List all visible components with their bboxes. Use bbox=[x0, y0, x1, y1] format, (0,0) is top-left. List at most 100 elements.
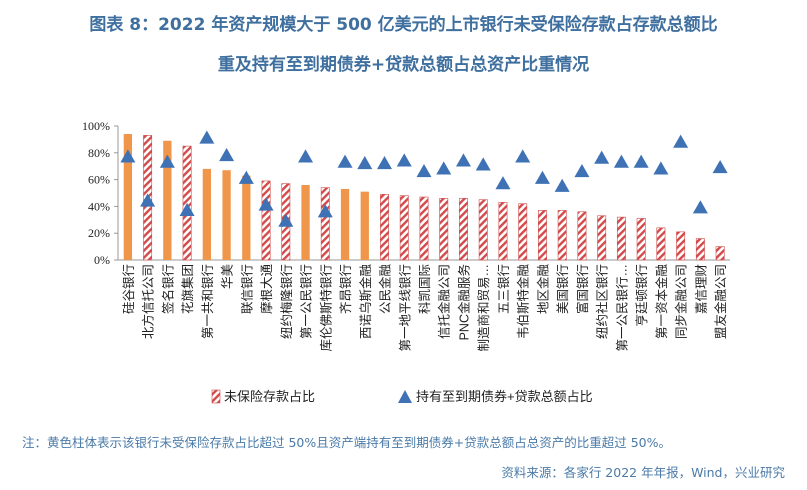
category-label: 齐昂银行 bbox=[338, 264, 353, 314]
category-label: 华美 bbox=[220, 264, 235, 289]
category-label: 第一公民银行 bbox=[300, 264, 314, 339]
triangle-marker bbox=[613, 154, 629, 168]
triangle-marker bbox=[515, 149, 531, 163]
bar-hatched bbox=[538, 210, 547, 261]
bar-highlighted bbox=[301, 184, 310, 260]
bar-hatched bbox=[498, 202, 508, 261]
category-label: 摩根大通 bbox=[259, 264, 274, 315]
triangle-marker bbox=[238, 170, 254, 184]
triangle-marker bbox=[278, 213, 294, 227]
data-source: 资料来源：各家行 2022 年年报，Wind，兴业研究 bbox=[501, 465, 785, 480]
bar-hatched bbox=[676, 231, 686, 261]
category-label: 第一共和银行 bbox=[201, 264, 215, 339]
category-label: 亨廷顿银行 bbox=[634, 264, 649, 327]
bar-hatched bbox=[577, 211, 587, 261]
bar-hatched bbox=[557, 210, 567, 261]
category-label: 纽约梅隆银行 bbox=[279, 264, 294, 339]
triangle-marker bbox=[633, 154, 649, 168]
triangle-marker bbox=[357, 156, 373, 170]
category-label: 第一资本金融 bbox=[654, 264, 669, 340]
category-label: 韦伯斯特金融 bbox=[516, 264, 531, 340]
triangle-marker bbox=[120, 149, 136, 163]
legend-label-bar: 未保险存款占比 bbox=[224, 389, 315, 404]
category-label: 西诺乌斯金融 bbox=[358, 264, 373, 340]
category-label: 五三银行 bbox=[497, 264, 511, 314]
category-label: 富国银行 bbox=[575, 264, 590, 314]
category-label: 公民金融 bbox=[378, 264, 393, 315]
triangle-marker bbox=[140, 193, 156, 207]
chart-footnote: 注：黄色柱体表示该银行未受保险存款占比超过 50%且资产端持有至到期债券+贷款总… bbox=[22, 435, 671, 450]
triangle-marker bbox=[199, 130, 215, 144]
triangle-marker bbox=[554, 178, 570, 192]
chart-title-line1: 图表 8：2022 年资产规模大于 500 亿美元的上市银行未受保险存款占存款总… bbox=[89, 15, 718, 35]
legend-swatch-triangle bbox=[398, 390, 412, 403]
triangle-marker bbox=[298, 149, 314, 163]
bar-hatched bbox=[518, 203, 528, 261]
category-label: 签名银行 bbox=[160, 264, 175, 314]
bar-highlighted bbox=[163, 140, 172, 260]
bar-hatched bbox=[439, 198, 449, 261]
category-label: 信托金融公司 bbox=[437, 264, 452, 339]
chart-title-line2: 重及持有至到期债券+贷款总额占总资产比重情况 bbox=[217, 55, 590, 75]
bar-hatched bbox=[656, 227, 666, 261]
legend-label-triangle: 持有至到期债券+贷款总额占比 bbox=[416, 389, 593, 404]
bar-hatched bbox=[419, 196, 429, 261]
bar-highlighted bbox=[123, 134, 133, 260]
category-label: 美国银行 bbox=[556, 264, 570, 314]
category-label: 同步金融公司 bbox=[674, 264, 689, 339]
category-label: PNC金融服务 bbox=[456, 264, 471, 340]
bar-highlighted bbox=[222, 170, 231, 260]
bar-hatched bbox=[695, 238, 705, 261]
category-label: 联信银行 bbox=[240, 264, 254, 314]
triangle-marker bbox=[475, 157, 491, 171]
y-tick-label: 100% bbox=[82, 119, 110, 133]
triangle-marker bbox=[436, 161, 452, 175]
category-label: 嘉信理财 bbox=[694, 264, 708, 314]
triangle-marker bbox=[179, 202, 195, 217]
category-label: 第一地平线银行 bbox=[398, 264, 412, 352]
category-label: 北方信托公司 bbox=[141, 264, 156, 339]
bar-hatched bbox=[261, 180, 271, 261]
bar-highlighted bbox=[242, 175, 251, 260]
triangle-marker bbox=[258, 197, 274, 211]
bar-hatched bbox=[616, 216, 626, 261]
y-tick-label: 80% bbox=[88, 146, 110, 160]
y-tick-label: 20% bbox=[88, 226, 110, 240]
bar-hatched bbox=[636, 218, 646, 261]
triangle-marker bbox=[534, 170, 550, 184]
bar-hatched bbox=[715, 246, 725, 261]
category-label: 第一公民银行… bbox=[615, 264, 629, 352]
category-label: 花旗集团 bbox=[180, 264, 195, 314]
triangle-marker bbox=[692, 200, 708, 214]
category-label: 科凯国际 bbox=[418, 264, 432, 314]
legend-swatch-bar bbox=[211, 389, 221, 404]
triangle-marker bbox=[337, 154, 353, 168]
category-label: 地区金融 bbox=[535, 264, 550, 315]
triangle-marker bbox=[653, 161, 669, 175]
category-label: 硅谷银行 bbox=[122, 264, 136, 314]
y-tick-label: 40% bbox=[88, 199, 110, 213]
triangle-marker bbox=[673, 134, 689, 148]
bar-highlighted bbox=[360, 191, 369, 260]
bar-hatched bbox=[399, 195, 409, 261]
bar-hatched bbox=[320, 187, 330, 261]
bar-hatched bbox=[597, 215, 607, 261]
triangle-marker bbox=[495, 176, 511, 190]
triangle-marker bbox=[159, 154, 175, 168]
triangle-marker bbox=[317, 204, 333, 218]
category-label: 盟友金融公司 bbox=[713, 264, 728, 339]
category-label: 库伦佛斯特银行 bbox=[318, 264, 333, 352]
triangle-marker bbox=[416, 164, 432, 178]
triangle-marker bbox=[455, 153, 471, 167]
triangle-marker bbox=[594, 150, 610, 164]
bar-highlighted bbox=[202, 168, 211, 260]
triangle-marker bbox=[377, 156, 393, 170]
category-label: 纽约社区银行 bbox=[595, 264, 610, 339]
triangle-marker bbox=[574, 164, 590, 178]
bar-hatched bbox=[459, 198, 468, 261]
category-label: 制造商和贸易… bbox=[476, 264, 491, 352]
bar-highlighted bbox=[340, 188, 350, 260]
y-tick-label: 60% bbox=[88, 173, 110, 187]
triangle-marker bbox=[219, 147, 235, 162]
bar-hatched bbox=[380, 194, 389, 261]
